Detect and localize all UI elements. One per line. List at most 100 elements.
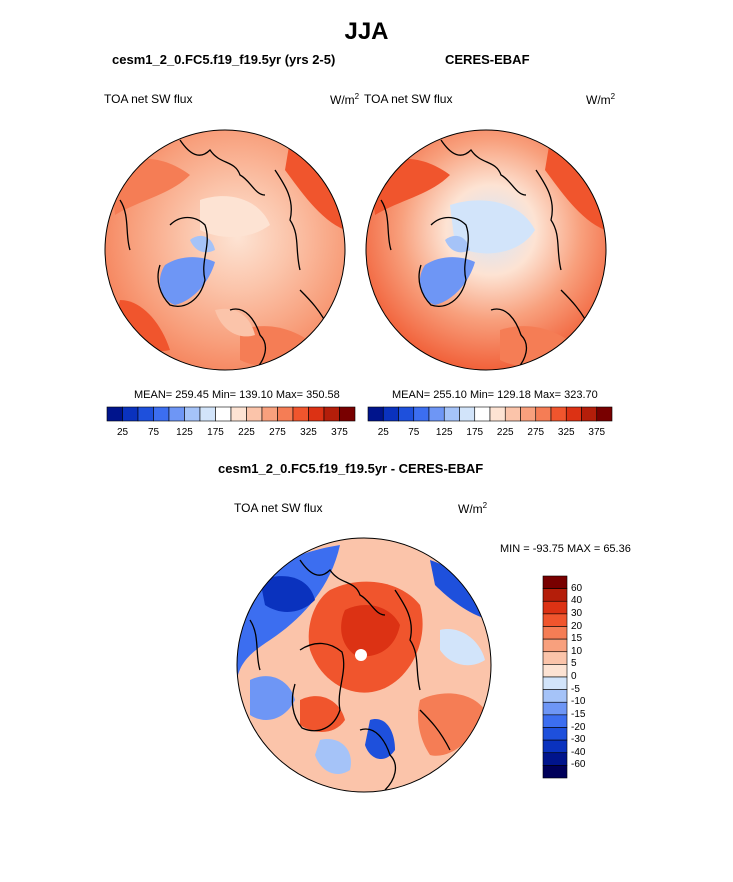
model-colorbar-tick-label: 25 xyxy=(116,427,129,438)
colorbar-swatch xyxy=(542,765,568,779)
obs-colorbar xyxy=(367,406,613,422)
colorbar-swatch xyxy=(323,406,340,422)
diff-colorbar-tick-label: -40 xyxy=(571,746,586,758)
colorbar-swatch xyxy=(261,406,278,422)
colorbar-swatch xyxy=(542,613,568,627)
diff-colorbar-tick-label: -15 xyxy=(571,708,586,720)
model-stats: MEAN= 259.45 Min= 139.10 Max= 350.58 xyxy=(134,389,340,401)
colorbar-swatch xyxy=(542,689,568,703)
colorbar-swatch xyxy=(367,406,384,422)
colorbar-swatch xyxy=(339,406,356,422)
colorbar-swatch xyxy=(443,406,460,422)
colorbar-swatch xyxy=(542,727,568,741)
colorbar-swatch xyxy=(504,406,521,422)
colorbar-swatch xyxy=(246,406,263,422)
colorbar-swatch xyxy=(308,406,325,422)
diff-colorbar-tick-label: -20 xyxy=(571,721,586,733)
colorbar-swatch xyxy=(542,714,568,728)
diff-colorbar-tick-label: 0 xyxy=(571,671,577,682)
diff-colorbar-tick-label: 30 xyxy=(571,607,583,619)
colorbar-swatch xyxy=(398,406,415,422)
diff-colorbar-tick-label: 15 xyxy=(571,633,583,645)
model-colorbar xyxy=(106,406,356,422)
model-units-label: W/m2 xyxy=(330,92,360,107)
colorbar-swatch xyxy=(542,752,568,766)
diff-variable-label: TOA net SW flux xyxy=(234,501,323,515)
colorbar-swatch xyxy=(535,406,552,422)
diff-stats: MIN = -93.75 MAX = 65.36 xyxy=(500,543,631,555)
colorbar-swatch xyxy=(542,651,568,665)
colorbar-swatch xyxy=(168,406,185,422)
diff-colorbar-tick-label: 5 xyxy=(571,658,577,670)
colorbar-swatch xyxy=(292,406,309,422)
colorbar-swatch xyxy=(122,406,139,422)
colorbar-swatch xyxy=(542,739,568,754)
diff-colorbar xyxy=(542,575,568,779)
diff-colorbar-tick-label: 40 xyxy=(571,595,583,607)
diff-colorbar-tick-label: -10 xyxy=(571,696,586,708)
obs-colorbar-tick-label: 275 xyxy=(527,427,545,438)
colorbar-swatch xyxy=(489,406,506,422)
model-colorbar-tick-label: 175 xyxy=(207,427,224,438)
obs-case-title: CERES-EBAF xyxy=(445,52,530,67)
obs-colorbar-tick-label: 375 xyxy=(588,427,606,438)
colorbar-swatch xyxy=(106,406,123,422)
colorbar-swatch xyxy=(542,575,568,589)
colorbar-swatch xyxy=(230,406,247,422)
diff-colorbar-tick-label: 60 xyxy=(571,582,583,594)
obs-colorbar-tick-label: 325 xyxy=(557,427,575,438)
obs-colorbar-tick-label: 125 xyxy=(435,427,453,438)
colorbar-swatch xyxy=(474,406,491,422)
model-colorbar-tick-label: 225 xyxy=(238,427,255,438)
colorbar-swatch xyxy=(459,406,476,422)
diff-case-title: cesm1_2_0.FC5.f19_f19.5yr - CERES-EBAF xyxy=(218,461,484,476)
model-colorbar-tick-label: 75 xyxy=(147,427,160,438)
obs-polar-map xyxy=(365,129,607,371)
diff-colorbar-tick-label: -5 xyxy=(571,683,580,695)
colorbar-swatch xyxy=(153,406,170,422)
colorbar-swatch xyxy=(277,406,294,422)
colorbar-swatch xyxy=(382,406,399,422)
colorbar-swatch xyxy=(413,406,430,422)
obs-variable-label: TOA net SW flux xyxy=(364,92,453,106)
colorbar-swatch xyxy=(542,676,568,690)
diff-colorbar-tick-label: -60 xyxy=(571,759,586,771)
model-colorbar-tick-label: 125 xyxy=(176,427,193,438)
model-colorbar-tick-label: 325 xyxy=(300,427,317,438)
obs-colorbar-tick-label: 25 xyxy=(377,427,389,438)
colorbar-swatch xyxy=(550,406,567,422)
colorbar-swatch xyxy=(184,406,201,422)
model-case-title: cesm1_2_0.FC5.f19_f19.5yr (yrs 2-5) xyxy=(112,52,336,67)
diff-colorbar-tick-label: -30 xyxy=(571,734,586,746)
colorbar-swatch xyxy=(137,406,154,422)
colorbar-swatch xyxy=(596,406,613,422)
colorbar-swatch xyxy=(581,406,598,422)
obs-stats: MEAN= 255.10 Min= 129.18 Max= 323.70 xyxy=(392,389,598,401)
colorbar-swatch xyxy=(565,406,582,422)
obs-colorbar-tick-label: 175 xyxy=(466,427,484,438)
diff-colorbar-tick-label: 10 xyxy=(571,645,583,657)
colorbar-swatch xyxy=(199,406,216,422)
colorbar-swatch xyxy=(542,701,568,716)
obs-colorbar-tick-label: 225 xyxy=(496,427,514,438)
pole-hole xyxy=(355,649,367,661)
diff-units-label: W/m2 xyxy=(458,501,488,516)
diff-polar-map xyxy=(236,537,492,793)
colorbar-swatch xyxy=(520,406,537,422)
page-title: JJA xyxy=(344,18,389,45)
colorbar-swatch xyxy=(542,626,568,640)
colorbar-swatch xyxy=(215,406,232,422)
obs-colorbar-tick-label: 75 xyxy=(408,427,420,438)
colorbar-swatch xyxy=(542,588,568,602)
colorbar-swatch xyxy=(428,406,445,422)
model-colorbar-tick-label: 275 xyxy=(269,427,286,438)
colorbar-swatch xyxy=(542,638,568,653)
model-polar-map xyxy=(104,129,346,371)
diff-colorbar-tick-label: 20 xyxy=(571,620,583,632)
obs-units-label: W/m2 xyxy=(586,92,616,107)
colorbar-swatch xyxy=(542,664,568,678)
colorbar-swatch xyxy=(542,600,568,615)
model-variable-label: TOA net SW flux xyxy=(104,92,193,106)
model-colorbar-tick-label: 375 xyxy=(331,427,348,438)
